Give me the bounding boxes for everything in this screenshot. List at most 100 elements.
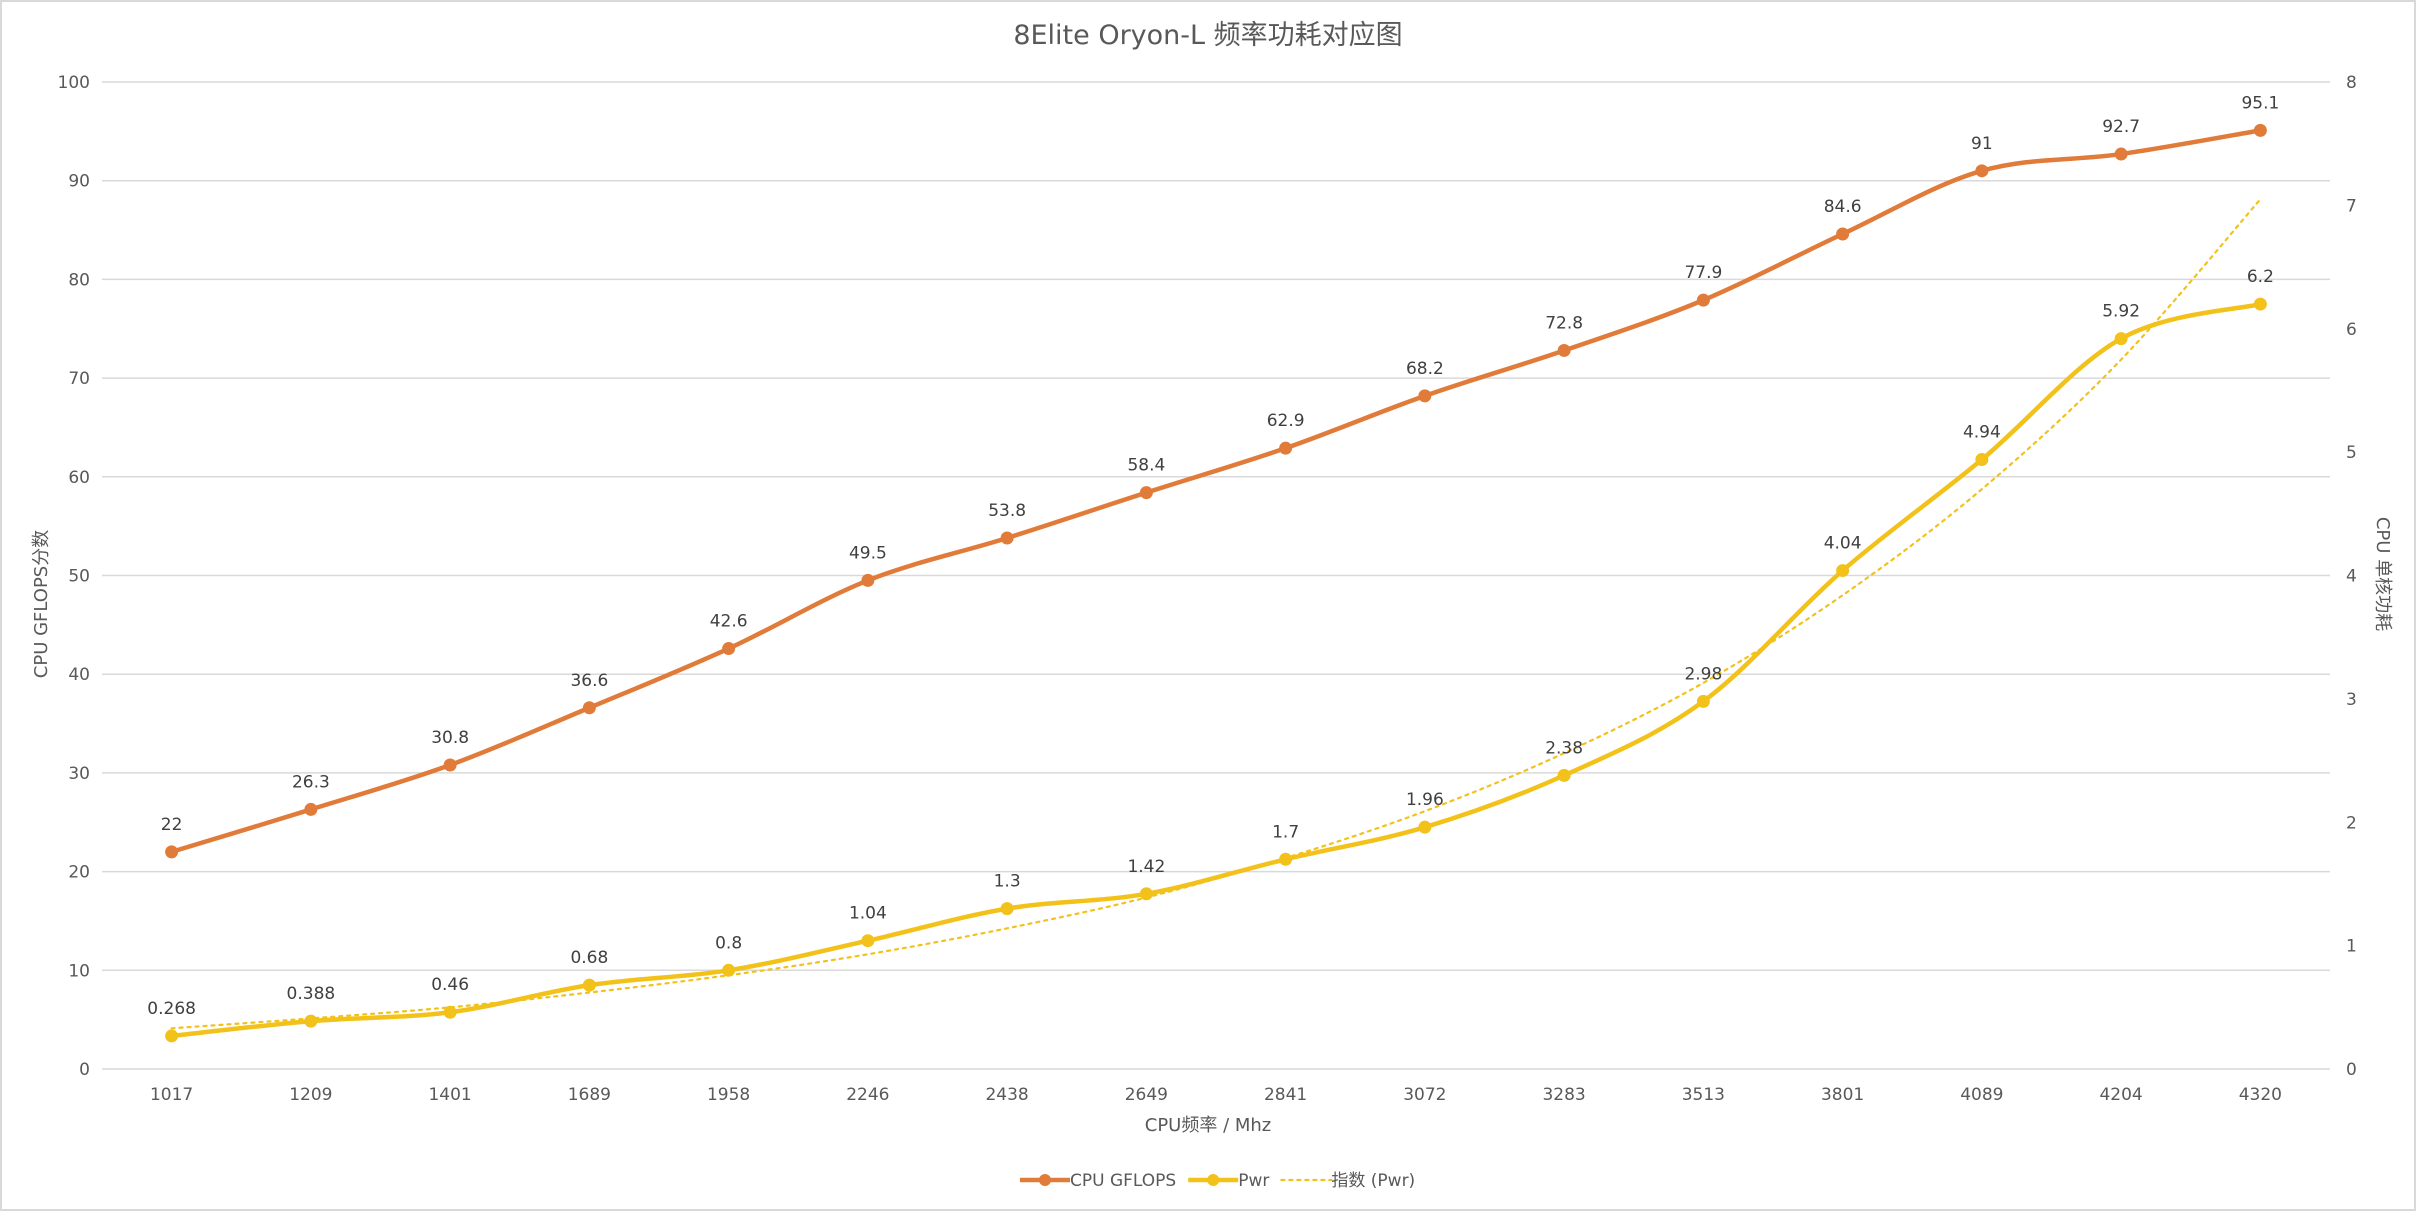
data-label-cpu-gflops: 42.6 xyxy=(710,612,748,632)
data-point-cpu-gflops xyxy=(2253,123,2267,137)
data-label-cpu-gflops: 30.8 xyxy=(431,728,469,748)
data-point-cpu-gflops xyxy=(1139,486,1153,500)
data-label-pwr: 0.388 xyxy=(287,984,336,1004)
data-point-pwr xyxy=(1279,852,1293,866)
x-axis-ticks: 1017 1209 1401 1689 1958 2246 2438 2649 2841 3072… xyxy=(150,1085,2282,1105)
y2-tick-label: 0 xyxy=(2346,1060,2357,1080)
x-tick-label: 2841 xyxy=(1264,1085,1307,1105)
data-label-pwr: 1.04 xyxy=(849,904,887,924)
data-point-cpu-gflops xyxy=(1279,441,1293,455)
x-tick-label: 2649 xyxy=(1125,1085,1168,1105)
x-tick-label: 3072 xyxy=(1403,1085,1446,1105)
data-label-pwr: 2.98 xyxy=(1684,664,1722,684)
data-label-cpu-gflops: 95.1 xyxy=(2241,93,2279,113)
data-label-cpu-gflops: 68.2 xyxy=(1406,359,1444,379)
data-point-pwr xyxy=(304,1014,318,1028)
data-point-cpu-gflops xyxy=(1975,164,1989,178)
x-tick-label: 1401 xyxy=(428,1085,471,1105)
data-label-pwr: 0.268 xyxy=(147,999,196,1019)
data-label-cpu-gflops: 77.9 xyxy=(1684,263,1722,283)
data-point-pwr xyxy=(1418,820,1432,834)
y-axis-ticks: 0 10 20 30 40 50 60 70 80 90 100 xyxy=(58,73,90,1080)
data-point-cpu-gflops xyxy=(165,845,179,859)
y2-axis-ticks: 0 1 2 3 4 5 6 7 8 xyxy=(2346,73,2357,1080)
data-label-cpu-gflops: 84.6 xyxy=(1824,197,1862,217)
data-point-cpu-gflops xyxy=(1000,531,1014,545)
gridlines xyxy=(102,81,2330,1070)
x-tick-label: 3513 xyxy=(1682,1085,1725,1105)
y2-tick-label: 1 xyxy=(2346,937,2357,957)
y2-tick-label: 8 xyxy=(2346,73,2357,93)
series-line-cpu-gflops xyxy=(169,128,2263,855)
trendline-pwr xyxy=(170,198,2262,1030)
data-label-cpu-gflops: 91 xyxy=(1971,134,1993,154)
data-label-cpu-gflops: 22 xyxy=(161,815,183,835)
legend-marker-cpu-gflops xyxy=(1039,1174,1051,1186)
data-point-pwr xyxy=(582,978,596,992)
data-point-cpu-gflops xyxy=(2114,147,2128,161)
x-tick-label: 2246 xyxy=(846,1085,889,1105)
y2-tick-label: 7 xyxy=(2346,196,2357,216)
chart-title: 8Elite Oryon-L 频率功耗对应图 xyxy=(1013,20,1402,51)
y-tick-label: 100 xyxy=(58,73,90,93)
data-label-pwr: 4.04 xyxy=(1824,534,1862,554)
data-label-cpu-gflops: 36.6 xyxy=(570,671,608,691)
data-label-pwr: 5.92 xyxy=(2102,302,2140,322)
y2-tick-label: 5 xyxy=(2346,443,2357,463)
y-tick-label: 40 xyxy=(68,665,90,685)
legend: CPU GFLOPS Pwr 指数 (Pwr) xyxy=(1020,1171,1415,1191)
y2-tick-label: 3 xyxy=(2346,690,2357,710)
x-tick-label: 4320 xyxy=(2239,1085,2282,1105)
data-point-cpu-gflops xyxy=(1836,227,1850,241)
y-tick-label: 30 xyxy=(68,764,90,784)
y-tick-label: 80 xyxy=(68,270,90,290)
y-tick-label: 50 xyxy=(68,567,90,587)
data-label-pwr: 6.2 xyxy=(2247,267,2274,287)
x-tick-label: 1209 xyxy=(289,1085,332,1105)
data-label-cpu-gflops: 92.7 xyxy=(2102,117,2140,137)
x-tick-label: 1958 xyxy=(707,1085,750,1105)
data-point-cpu-gflops xyxy=(722,642,736,656)
y-tick-label: 20 xyxy=(68,863,90,883)
data-label-cpu-gflops: 62.9 xyxy=(1267,411,1305,431)
y-tick-label: 0 xyxy=(79,1060,90,1080)
data-label-pwr: 0.46 xyxy=(431,975,469,995)
series-layer xyxy=(165,123,2267,1043)
x-tick-label: 2438 xyxy=(985,1085,1028,1105)
x-tick-label: 3801 xyxy=(1821,1085,1864,1105)
data-label-cpu-gflops: 72.8 xyxy=(1545,313,1583,333)
data-point-cpu-gflops xyxy=(861,573,875,587)
data-point-cpu-gflops xyxy=(443,758,457,772)
data-label-cpu-gflops: 58.4 xyxy=(1127,456,1165,476)
data-point-pwr xyxy=(2253,297,2267,311)
data-point-pwr xyxy=(1975,453,1989,467)
series-line-pwr xyxy=(169,301,2263,1039)
data-point-pwr xyxy=(1139,887,1153,901)
data-label-pwr: 1.3 xyxy=(994,872,1021,892)
legend-label: 指数 (Pwr) xyxy=(1331,1171,1415,1191)
data-label-pwr: 0.68 xyxy=(570,948,608,968)
y-tick-label: 10 xyxy=(68,961,90,981)
data-point-pwr xyxy=(443,1005,457,1019)
x-tick-label: 1017 xyxy=(150,1085,193,1105)
y2-tick-label: 4 xyxy=(2346,567,2357,587)
legend-label: Pwr xyxy=(1238,1171,1269,1191)
y-tick-label: 90 xyxy=(68,172,90,192)
y-axis-title: CPU GFLOPS分数 xyxy=(31,530,52,678)
data-point-cpu-gflops xyxy=(582,701,596,715)
x-axis-title: CPU频率 / Mhz xyxy=(1145,1115,1272,1136)
x-tick-label: 4204 xyxy=(2099,1085,2142,1105)
y2-tick-label: 6 xyxy=(2346,320,2357,340)
data-label-pwr: 1.96 xyxy=(1406,790,1444,810)
x-tick-label: 4089 xyxy=(1960,1085,2003,1105)
data-label-pwr: 4.94 xyxy=(1963,423,2001,443)
data-point-pwr xyxy=(1000,902,1014,916)
data-label-pwr: 1.7 xyxy=(1272,822,1299,842)
data-point-pwr xyxy=(1696,694,1710,708)
data-label-pwr: 2.38 xyxy=(1545,738,1583,758)
data-label-cpu-gflops: 49.5 xyxy=(849,543,887,563)
data-point-pwr xyxy=(722,963,736,977)
y-tick-label: 70 xyxy=(68,369,90,389)
